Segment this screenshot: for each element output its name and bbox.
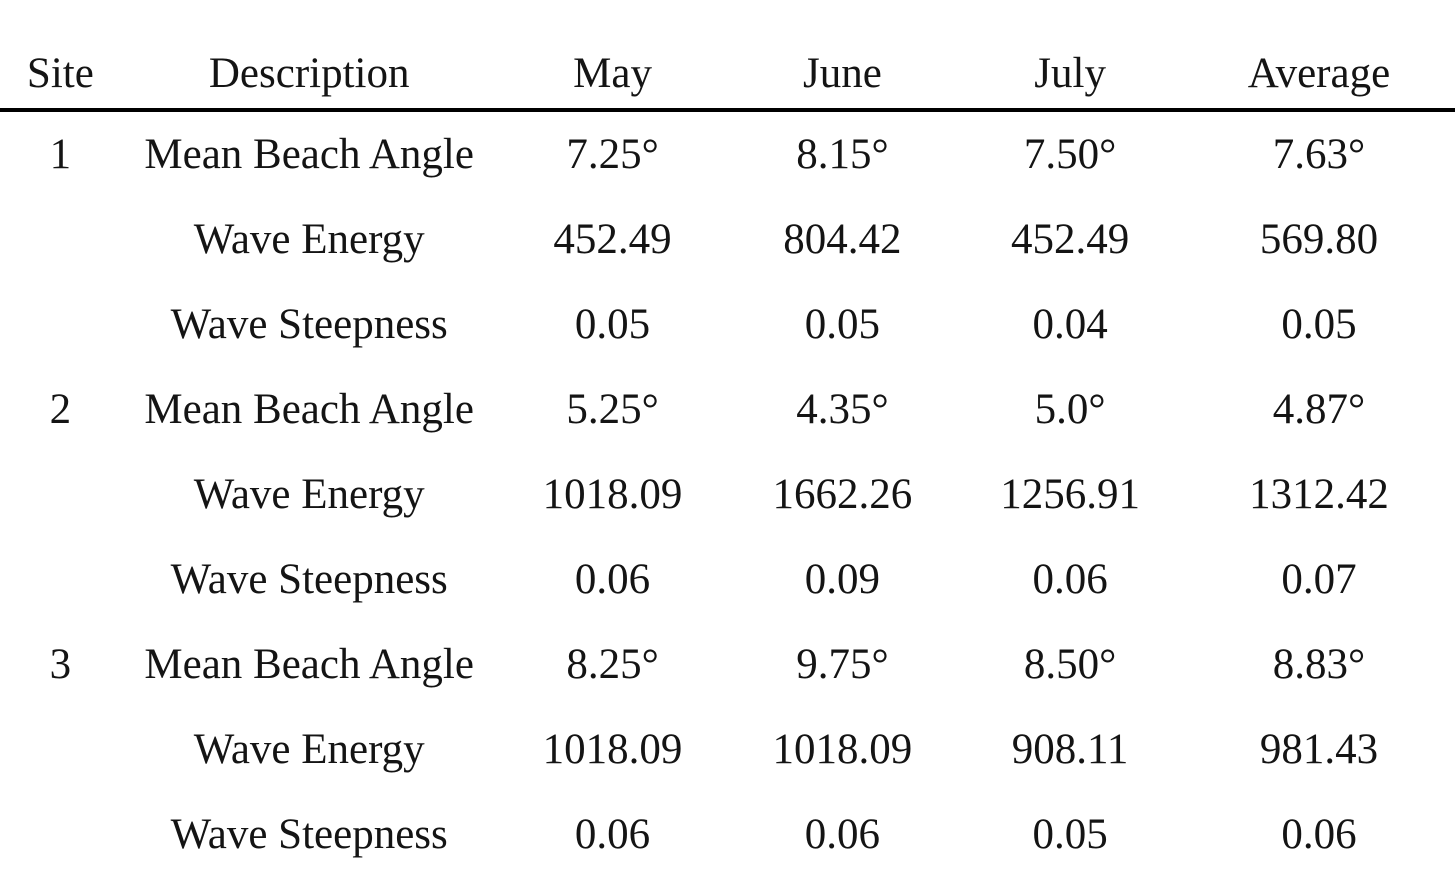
cell-may: 1018.09 — [542, 471, 683, 518]
cell-june: 4.35° — [796, 386, 889, 433]
cell-description: Mean Beach Angle — [144, 131, 474, 178]
cell-description: Mean Beach Angle — [144, 386, 474, 433]
cell-june: 8.15° — [796, 131, 889, 178]
cell-average: 0.05 — [1281, 301, 1357, 348]
cell-description: Wave Energy — [193, 726, 425, 773]
cell-description: Wave Steepness — [170, 301, 448, 348]
column-header-may: May — [497, 0, 728, 112]
cell-june: 0.05 — [804, 301, 881, 348]
cell-june: 0.06 — [804, 811, 881, 858]
cell-average: 1312.42 — [1249, 471, 1389, 518]
cell-average: 981.43 — [1259, 726, 1379, 773]
cell-june: 1662.26 — [772, 471, 913, 518]
cell-average: 0.07 — [1281, 556, 1357, 603]
table-row: Wave Steepness 0.05 0.05 0.04 0.05 — [0, 282, 1455, 367]
cell-july: 0.04 — [1032, 301, 1108, 348]
cell-site: 3 — [49, 641, 72, 688]
table-row: Wave Energy 1018.09 1018.09 908.11 981.4… — [0, 707, 1455, 792]
cell-site — [0, 792, 121, 872]
cell-site — [0, 537, 121, 622]
table-body: 1 Mean Beach Angle 7.25° 8.15° 7.50° 7.6… — [0, 110, 1455, 872]
cell-site — [0, 282, 121, 367]
column-header-description: Description — [120, 0, 498, 112]
cell-may: 7.25° — [566, 131, 659, 178]
column-header-site: Site — [0, 0, 121, 112]
cell-description: Wave Steepness — [170, 556, 448, 603]
cell-june: 9.75° — [796, 641, 889, 688]
cell-site — [0, 197, 121, 282]
cell-may: 0.06 — [574, 811, 651, 858]
table-row: Wave Steepness 0.06 0.06 0.05 0.06 — [0, 792, 1455, 872]
cell-july: 8.50° — [1023, 641, 1117, 688]
table-row: Wave Energy 452.49 804.42 452.49 569.80 — [0, 197, 1455, 282]
table-row: 1 Mean Beach Angle 7.25° 8.15° 7.50° 7.6… — [0, 110, 1455, 197]
cell-description: Wave Energy — [193, 216, 425, 263]
table-row: Wave Steepness 0.06 0.09 0.06 0.07 — [0, 537, 1455, 622]
cell-description: Wave Steepness — [170, 811, 448, 858]
header-row: Site Description May June July Average — [0, 0, 1455, 112]
cell-average: 569.80 — [1259, 216, 1379, 263]
table-row: Wave Energy 1018.09 1662.26 1256.91 1312… — [0, 452, 1455, 537]
cell-may: 452.49 — [553, 216, 672, 263]
cell-july: 7.50° — [1023, 131, 1117, 178]
cell-july: 1256.91 — [1000, 471, 1140, 518]
cell-july: 0.06 — [1032, 556, 1108, 603]
cell-july: 0.05 — [1032, 811, 1108, 858]
column-header-average: Average — [1182, 0, 1455, 112]
column-header-july: July — [957, 0, 1183, 112]
table-row: 2 Mean Beach Angle 5.25° 4.35° 5.0° 4.87… — [0, 367, 1455, 452]
cell-june: 1018.09 — [772, 726, 913, 773]
cell-site: 1 — [49, 131, 72, 178]
cell-site — [0, 707, 121, 792]
cell-july: 908.11 — [1011, 726, 1129, 773]
cell-may: 0.05 — [574, 301, 651, 348]
table-row: 3 Mean Beach Angle 8.25° 9.75° 8.50° 8.8… — [0, 622, 1455, 707]
cell-july: 452.49 — [1010, 216, 1130, 263]
cell-june: 0.09 — [804, 556, 881, 603]
cell-may: 0.06 — [574, 556, 651, 603]
cell-average: 8.83° — [1272, 641, 1366, 688]
cell-may: 1018.09 — [542, 726, 683, 773]
table-header: Site Description May June July Average — [0, 0, 1455, 112]
cell-average: 0.06 — [1281, 811, 1357, 858]
cell-may: 5.25° — [566, 386, 659, 433]
cell-description: Mean Beach Angle — [144, 641, 474, 688]
cell-average: 7.63° — [1272, 131, 1366, 178]
cell-site: 2 — [49, 386, 72, 433]
cell-site — [0, 452, 121, 537]
cell-june: 804.42 — [783, 216, 902, 263]
column-header-june: June — [727, 0, 958, 112]
cell-description: Wave Energy — [193, 471, 425, 518]
cell-may: 8.25° — [566, 641, 659, 688]
cell-average: 4.87° — [1272, 386, 1366, 433]
cell-july: 5.0° — [1034, 386, 1106, 433]
